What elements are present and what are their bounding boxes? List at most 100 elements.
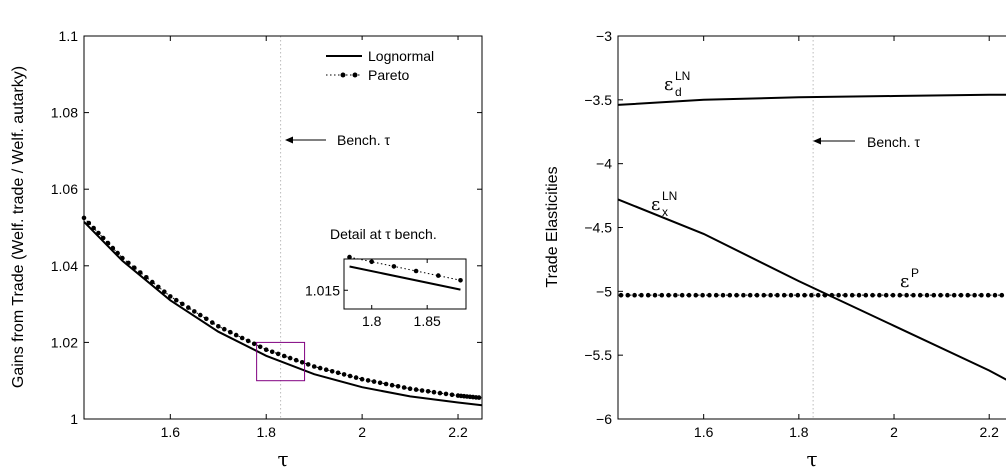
y-tick-label: −4.5 [584, 220, 612, 236]
pareto-marker [180, 301, 185, 307]
right-x-axis-label: τ [806, 447, 817, 470]
pareto-marker [747, 292, 753, 298]
inset-x-tick-label: 1.85 [414, 313, 441, 329]
pareto-marker [311, 364, 317, 369]
pareto-marker [958, 292, 964, 298]
pareto-marker [788, 292, 794, 298]
pareto-marker [91, 225, 96, 231]
pareto-marker [686, 292, 692, 298]
y-tick-label: 1.08 [51, 105, 78, 121]
pareto-marker [204, 316, 209, 322]
pareto-marker [275, 351, 281, 357]
left-bench-annotation: Bench. τ [285, 132, 390, 148]
pareto-marker [156, 284, 161, 290]
y-tick-label: 1.06 [51, 181, 78, 197]
pareto-marker [168, 294, 173, 299]
pareto-marker [198, 312, 203, 318]
pareto-marker [216, 324, 221, 329]
pareto-marker [897, 292, 903, 298]
series-label-superscript: P [911, 266, 919, 280]
series-epsilon-d-ln [617, 93, 1006, 106]
pareto-marker [632, 292, 637, 298]
pareto-marker [228, 329, 233, 335]
pareto-marker [904, 292, 909, 298]
pareto-marker [979, 292, 984, 298]
y-tick-label: −5 [596, 283, 612, 299]
series-label-superscript: LN [675, 69, 690, 83]
pareto-marker [720, 292, 726, 298]
inset-line-lognormal [349, 265, 461, 291]
inset-frame [343, 258, 467, 310]
pareto-marker [849, 292, 855, 298]
x-tick-label: 2 [890, 424, 898, 440]
pareto-marker [911, 292, 916, 298]
pareto-marker [174, 297, 179, 303]
x-tick-label: 1.8 [789, 424, 809, 440]
pareto-marker [795, 292, 801, 298]
pareto-marker [938, 292, 943, 298]
y-tick-label: 1.02 [51, 334, 78, 350]
pareto-marker [365, 378, 371, 383]
pareto-marker [305, 362, 311, 367]
pareto-marker [693, 292, 699, 298]
pareto-marker [652, 292, 658, 298]
series-label-epsilon: ε [651, 194, 660, 215]
pareto-marker [836, 292, 841, 298]
left-y-axis-label: Gains from Trade (Welf. trade / Welf. au… [10, 66, 27, 388]
pareto-marker [110, 245, 116, 251]
pareto-marker [931, 292, 937, 298]
pareto-marker [120, 255, 125, 261]
pareto-marker [877, 292, 882, 298]
legend-marker-pareto [340, 72, 346, 78]
pareto-marker [856, 292, 862, 298]
pareto-marker [233, 332, 239, 338]
pareto-marker [138, 270, 143, 275]
right-axis-ticks: 1.6 1.8 2 2.2 −6 −5.5 −5 −4.5 −4 −3.5 −3 [584, 28, 999, 440]
legend-label-lognormal: Lognormal [368, 48, 434, 64]
pareto-marker [707, 292, 712, 298]
detail-highlight-box [256, 341, 306, 382]
pareto-marker [144, 275, 149, 280]
y-tick-label: −3 [596, 28, 612, 44]
pareto-marker [407, 386, 413, 392]
pareto-marker [263, 347, 269, 353]
pareto-marker [395, 384, 401, 389]
bench-arrowhead [813, 137, 821, 145]
pareto-marker [917, 292, 923, 298]
pareto-marker [329, 369, 335, 374]
bench-arrowhead [285, 136, 293, 144]
pareto-marker [251, 341, 257, 347]
pareto-marker [239, 335, 245, 341]
series-epsilon-x-ln [617, 198, 1006, 381]
inset-detail-plot: 1.8 1.85 1.015 [305, 254, 467, 329]
pareto-marker [401, 385, 407, 390]
pareto-marker [437, 390, 443, 396]
left-x-axis-label: τ [277, 447, 288, 470]
pareto-marker [323, 367, 329, 373]
pareto-marker [162, 289, 167, 295]
pareto-marker [924, 292, 930, 298]
legend-marker-pareto [352, 72, 358, 78]
pareto-marker [992, 292, 998, 298]
inset-pareto-marker [391, 264, 397, 269]
series-label-subscript: x [662, 205, 668, 219]
pareto-marker [413, 387, 419, 392]
right-plot-marks [617, 36, 1006, 419]
pareto-marker [870, 292, 875, 298]
pareto-marker [713, 292, 719, 298]
left-plot-marks [81, 36, 483, 419]
pareto-marker [985, 292, 991, 298]
series-label-superscript: LN [662, 189, 677, 203]
pareto-marker [100, 235, 106, 241]
pareto-marker [999, 292, 1005, 298]
pareto-marker [293, 357, 299, 363]
series-label-epsilon: ε [664, 74, 673, 95]
bench-tau-label: Bench. τ [337, 132, 390, 148]
left-legend: Lognormal Pareto [320, 40, 478, 90]
pareto-marker [389, 382, 395, 388]
pareto-marker [863, 292, 869, 298]
pareto-marker [317, 365, 323, 371]
x-tick-label: 1.6 [161, 424, 181, 440]
pareto-marker [96, 230, 101, 236]
